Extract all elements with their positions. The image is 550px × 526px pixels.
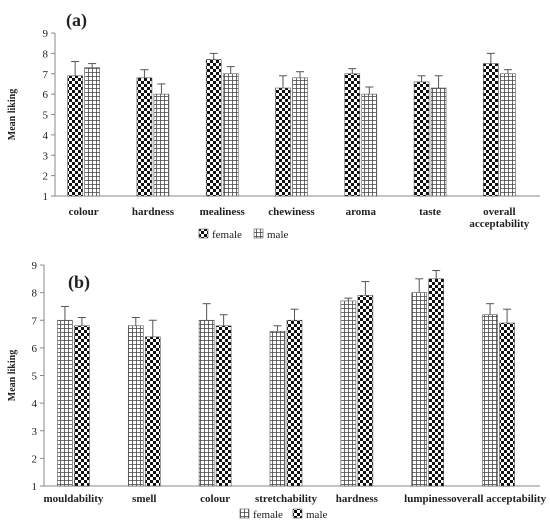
bar-male-1 — [153, 93, 170, 197]
bar-female-5 — [413, 81, 430, 197]
x-tick-label-line: aroma — [346, 206, 377, 218]
bar-female-2 — [205, 59, 222, 197]
bar-female-0 — [57, 319, 73, 487]
y-tick-label: 1 — [43, 191, 49, 203]
x-tick-label: lumpiness — [404, 493, 452, 505]
bar-female-5 — [411, 292, 428, 487]
bar-female-1 — [127, 325, 144, 487]
legend-label-male: male — [267, 229, 288, 241]
panel-label: (b) — [68, 272, 90, 293]
x-tick-label-line: hardness — [336, 493, 379, 505]
y-tick-label: 4 — [32, 398, 38, 410]
x-tick-label-line: colour — [200, 493, 230, 505]
y-tick-label: 6 — [43, 89, 49, 101]
x-tick-label-line: lumpiness — [404, 493, 452, 505]
x-tick-label-line: stretchability — [255, 493, 318, 505]
y-tick-label: 2 — [43, 171, 49, 183]
bar-male-6 — [499, 322, 515, 487]
x-tick-label: colour — [69, 206, 99, 218]
y-tick-label: 8 — [43, 48, 49, 60]
bar-male-2 — [222, 73, 239, 197]
y-tick-label: 1 — [32, 481, 38, 493]
bar-male-1 — [144, 336, 161, 487]
bar-male-2 — [215, 325, 232, 487]
bar-male-4 — [357, 295, 374, 487]
bar-male-3 — [292, 77, 308, 197]
x-tick-label: mouldability — [43, 493, 103, 505]
x-tick-label-line: chewiness — [268, 206, 315, 218]
bar-female-1 — [136, 77, 153, 197]
y-tick-label: 5 — [43, 110, 49, 122]
legend-swatch-male — [292, 508, 303, 519]
bar-female-6 — [482, 314, 498, 487]
bar-male-6 — [500, 73, 516, 197]
x-tick-label-line: overall acceptability — [451, 493, 547, 505]
bar-female-2 — [198, 319, 215, 487]
x-tick-label-line: mealiness — [200, 206, 246, 218]
x-tick-label: aroma — [346, 206, 377, 218]
x-tick-label: chewiness — [268, 206, 315, 218]
bar-female-0 — [67, 75, 83, 197]
x-tick-label-line: acceptability — [469, 218, 529, 230]
x-tick-label: overall acceptability — [469, 206, 529, 230]
bar-male-5 — [430, 87, 447, 197]
x-tick-label: colour — [200, 493, 230, 505]
x-tick-label-line: mouldability — [43, 493, 103, 505]
x-tick-label: taste — [419, 206, 441, 218]
x-tick-label-line: hardness — [132, 206, 175, 218]
bar-male-0 — [84, 67, 100, 197]
bar-male-4 — [361, 93, 378, 197]
legend-label-female: female — [253, 509, 283, 521]
legend-swatch-female — [239, 508, 250, 519]
y-tick-label: 4 — [43, 130, 49, 142]
x-tick-label: smell — [132, 493, 156, 505]
chart-panel-b: 1 2 3 4 5 6 7 8 9 Mean liking (b) mouldability smell… — [7, 260, 547, 521]
y-tick-label: 3 — [43, 150, 49, 162]
x-tick-label: stretchability — [255, 493, 318, 505]
panel-label: (a) — [66, 10, 87, 31]
chart-panel-a: 1 2 3 4 5 6 7 8 9 Mean liking (a) colour hardness mea… — [7, 10, 540, 241]
bar-female-3 — [275, 87, 291, 197]
y-tick-label: 7 — [43, 69, 49, 81]
x-tick-label: mealiness — [200, 206, 246, 218]
legend-label-female: female — [212, 229, 242, 241]
bar-female-6 — [483, 63, 499, 197]
x-tick-label: hardness — [132, 206, 175, 218]
bar-female-4 — [340, 300, 357, 487]
y-tick-label: 3 — [32, 426, 38, 438]
x-tick-label-line: overall — [483, 206, 515, 218]
y-tick-label: 2 — [32, 453, 38, 465]
legend-swatch-female — [198, 228, 209, 239]
y-tick-label: 9 — [43, 28, 49, 40]
x-tick-label-line: colour — [69, 206, 99, 218]
y-tick-label: 9 — [32, 260, 38, 272]
y-tick-label: 8 — [32, 288, 38, 300]
x-tick-label-line: smell — [132, 493, 156, 505]
bar-male-0 — [74, 325, 90, 487]
bar-male-3 — [286, 319, 303, 487]
x-tick-label-line: taste — [419, 206, 441, 218]
legend-label-male: male — [306, 509, 327, 521]
y-tick-label: 5 — [32, 371, 38, 383]
y-tick-label: 7 — [32, 315, 38, 327]
bar-male-5 — [428, 278, 445, 487]
bar-female-4 — [344, 73, 361, 197]
y-axis-label: Mean liking — [7, 350, 18, 401]
y-tick-label: 6 — [32, 343, 38, 355]
y-axis-label: Mean liking — [7, 89, 18, 140]
bar-female-3 — [269, 330, 286, 487]
x-tick-label: hardness — [336, 493, 379, 505]
legend-swatch-male — [253, 228, 264, 239]
x-tick-label: overall acceptability — [451, 493, 547, 505]
